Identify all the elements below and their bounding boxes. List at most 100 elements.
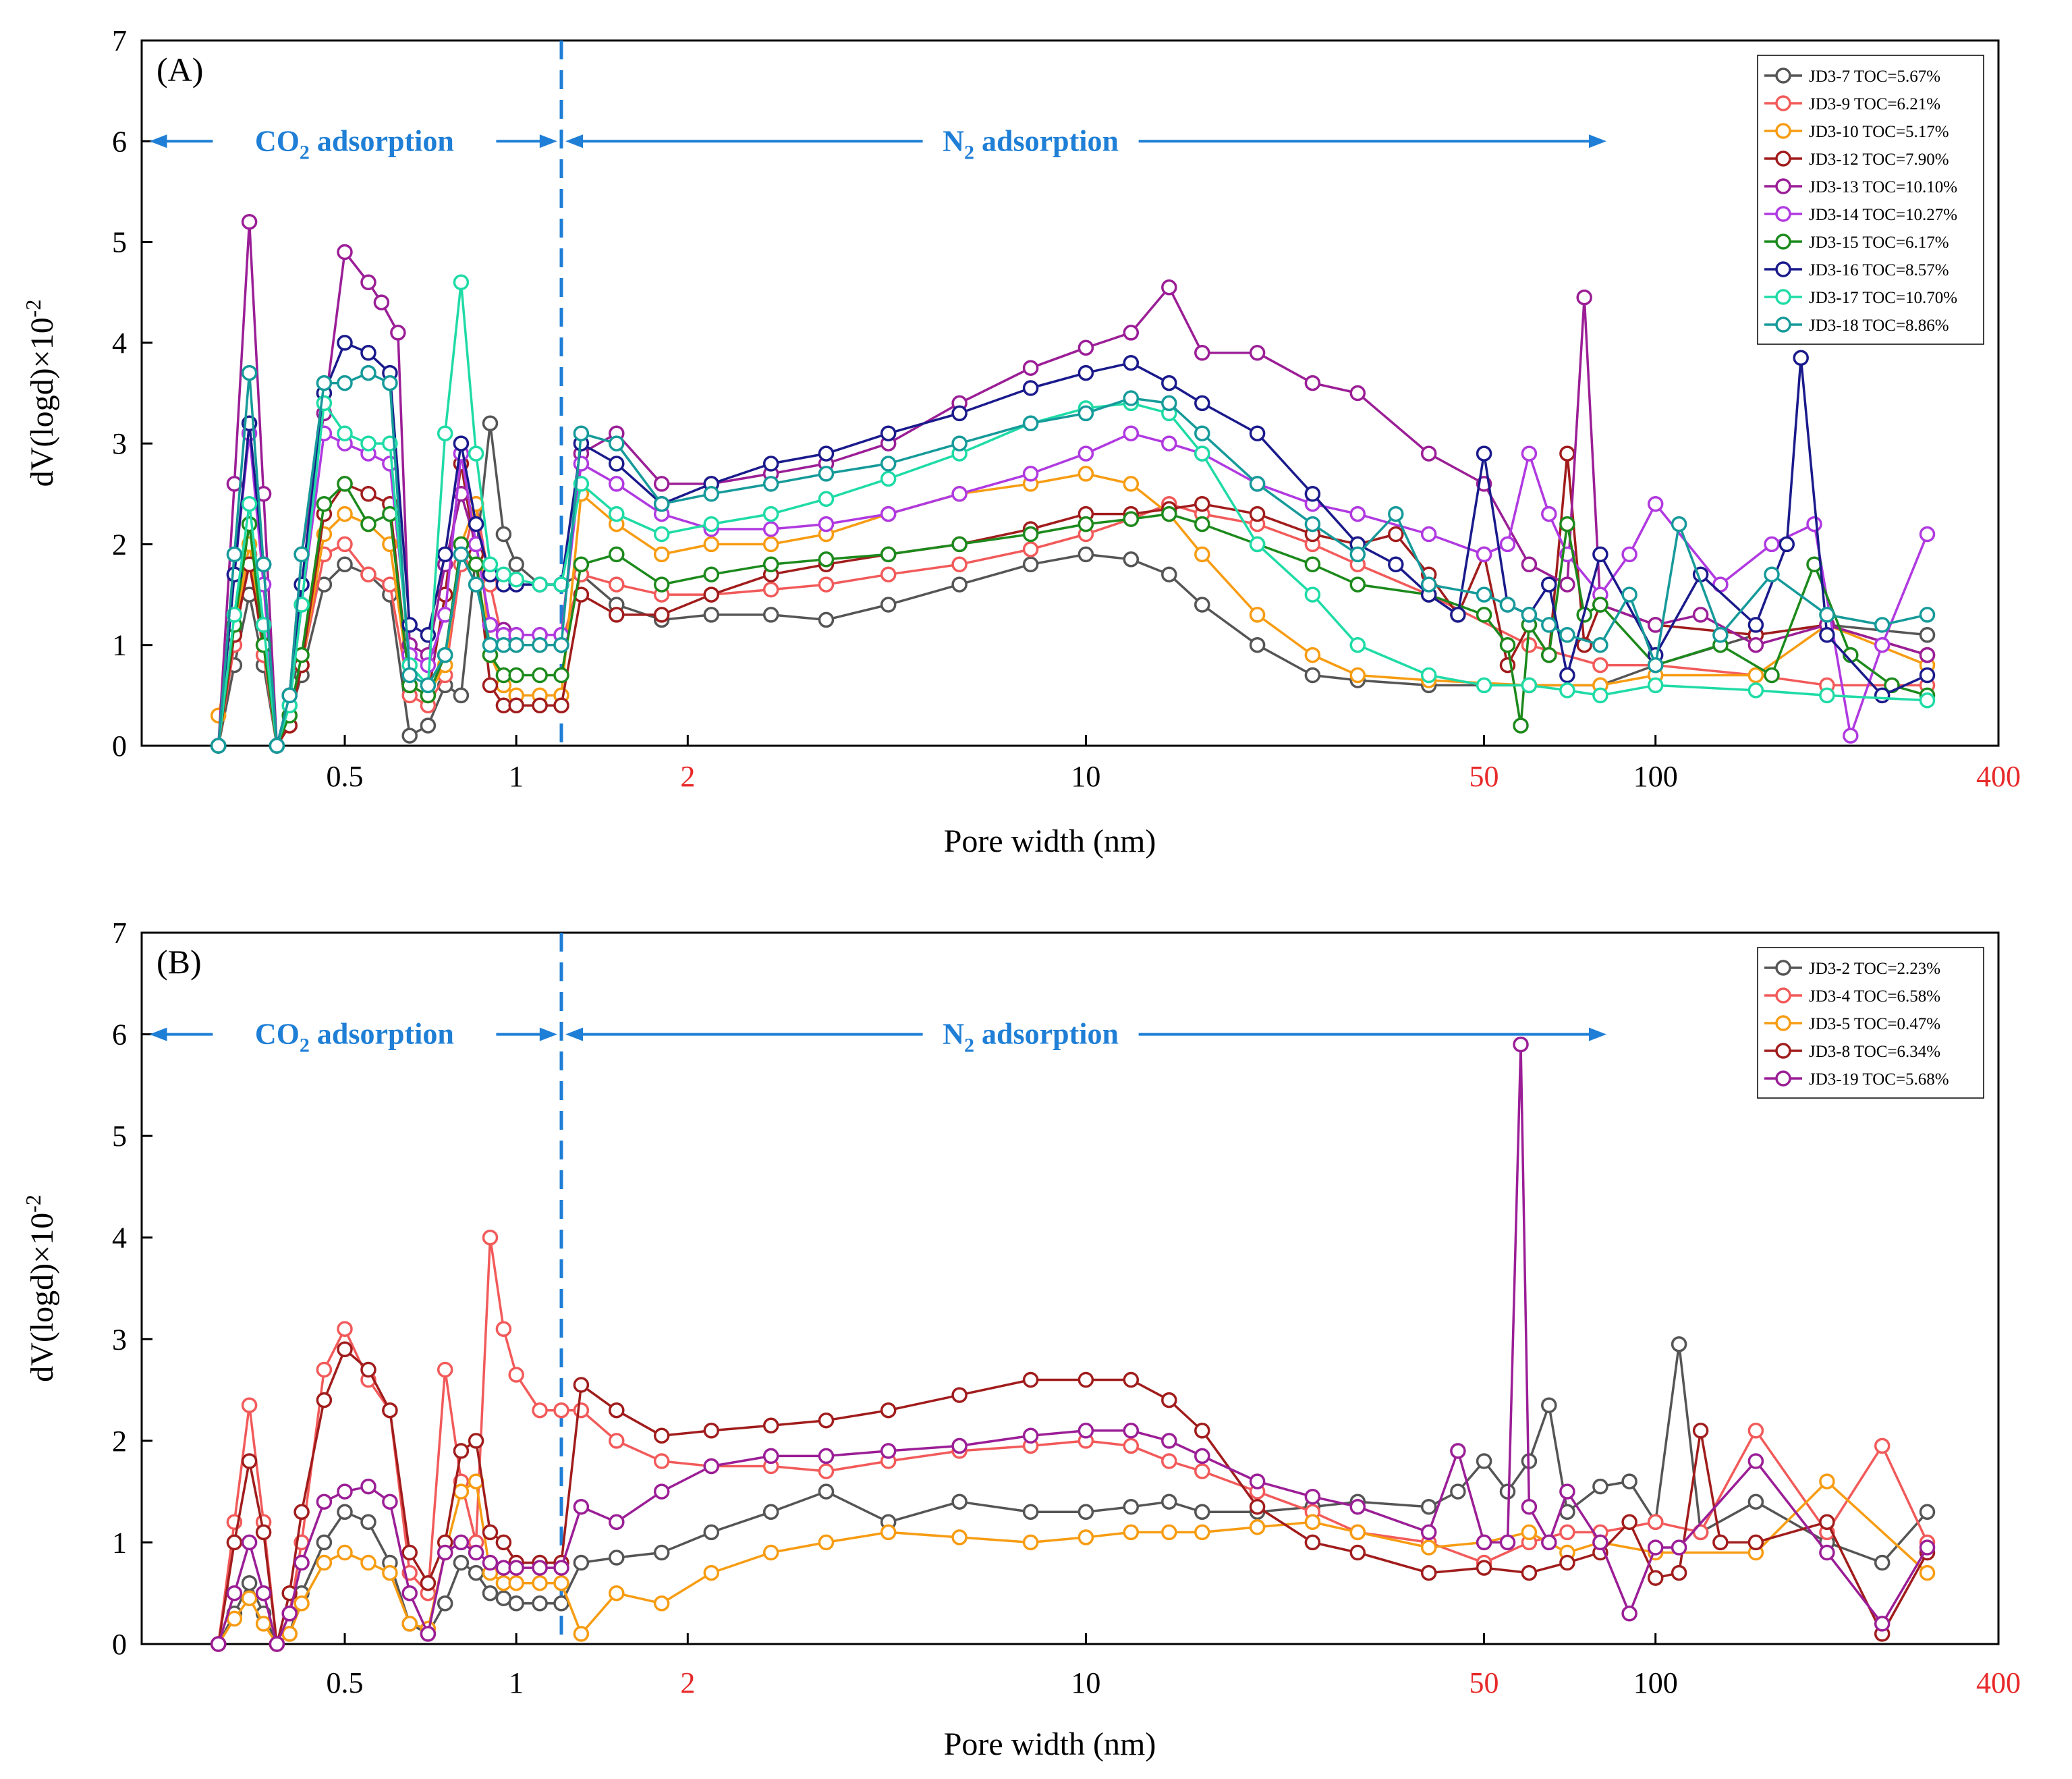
data-point <box>1764 566 1780 582</box>
data-point <box>508 667 524 684</box>
data-point <box>241 516 258 532</box>
data-point <box>482 556 499 573</box>
data-point <box>293 1504 310 1521</box>
region-arrow-head-right <box>1588 134 1606 148</box>
data-point <box>241 1575 258 1591</box>
data-point <box>1592 1534 1608 1551</box>
data-point <box>1764 536 1780 553</box>
data-point <box>1692 1423 1709 1439</box>
legend-label: JD3-7 TOC=5.67% <box>1809 67 1940 86</box>
data-point <box>495 636 512 653</box>
data-point <box>1521 1564 1538 1581</box>
data-point <box>1161 505 1177 522</box>
data-point <box>453 1483 470 1500</box>
data-point <box>1874 617 1891 633</box>
data-point <box>241 495 258 512</box>
legend-swatch-marker <box>1775 123 1791 139</box>
legend: JD3-2 TOC=2.23% JD3-4 TOC=6.58% JD3-5 TOC=… <box>1757 947 1984 1099</box>
data-point <box>226 546 243 563</box>
data-point <box>1499 536 1516 553</box>
data-point <box>553 1575 569 1591</box>
legend-label: JD3-4 TOC=6.58% <box>1809 987 1940 1006</box>
data-point <box>1559 516 1575 532</box>
data-point <box>818 611 835 628</box>
y-tick-label: 0 <box>112 730 127 763</box>
data-point <box>495 667 512 684</box>
data-point <box>360 1478 376 1495</box>
data-point <box>1161 1524 1177 1541</box>
data-point <box>553 636 569 653</box>
data-point <box>453 435 470 451</box>
x-tick-label: 1 <box>509 760 524 793</box>
data-point <box>1420 576 1437 593</box>
data-point <box>482 1229 499 1246</box>
data-point <box>316 1392 333 1408</box>
x-tick-label: 1 <box>509 1666 524 1699</box>
data-point <box>609 435 625 451</box>
data-point <box>1764 667 1780 684</box>
legend-label: JD3-14 TOC=10.27% <box>1809 206 1957 224</box>
data-point <box>1249 1498 1266 1515</box>
data-point <box>1919 607 1936 623</box>
data-point <box>255 1585 272 1602</box>
data-point <box>453 1443 470 1459</box>
x-tick-label: 100 <box>1633 1666 1678 1699</box>
data-point <box>437 1544 453 1561</box>
data-point <box>1123 1498 1140 1515</box>
data-point <box>532 1560 548 1576</box>
data-point <box>762 476 779 492</box>
data-point <box>1194 1504 1210 1521</box>
data-point <box>420 1626 437 1642</box>
data-point <box>373 294 390 310</box>
region-arrow-head-right <box>1588 1027 1606 1041</box>
data-point <box>1194 345 1210 361</box>
data-point <box>1194 445 1210 462</box>
data-point <box>1919 627 1936 643</box>
data-point <box>420 717 437 734</box>
data-point <box>1304 1488 1321 1505</box>
data-point <box>1022 415 1039 432</box>
data-point <box>880 1443 897 1459</box>
legend-item: JD3-12 TOC=7.90% <box>1764 150 1949 169</box>
data-point <box>508 697 524 714</box>
data-point <box>1621 1606 1637 1622</box>
legend-label: JD3-16 TOC=8.57% <box>1809 261 1949 279</box>
legend-item: JD3-8 TOC=6.34% <box>1764 1043 1940 1061</box>
data-point <box>1420 445 1437 462</box>
data-point <box>1559 627 1575 643</box>
data-point <box>401 1585 418 1602</box>
data-point <box>337 536 353 553</box>
data-point <box>1077 1504 1094 1521</box>
data-point <box>818 1534 835 1551</box>
legend-item: JD3-18 TOC=8.86% <box>1764 317 1949 335</box>
data-point <box>316 395 333 412</box>
data-point <box>1521 1498 1538 1515</box>
data-point <box>1304 516 1321 532</box>
data-point <box>1388 556 1404 573</box>
legend-label: JD3-5 TOC=0.47% <box>1809 1015 1940 1033</box>
data-point <box>1077 339 1094 356</box>
data-point <box>1819 607 1835 623</box>
data-point <box>703 1458 720 1475</box>
data-point <box>573 1402 590 1419</box>
data-point <box>316 1494 333 1510</box>
legend-item: JD3-14 TOC=10.27% <box>1764 206 1957 224</box>
data-point <box>1621 1514 1637 1531</box>
legend-label: JD3-9 TOC=6.21% <box>1809 95 1940 113</box>
data-point <box>508 636 524 653</box>
data-point <box>337 425 353 441</box>
data-point <box>818 466 835 482</box>
data-point <box>880 505 897 522</box>
data-point <box>818 516 835 532</box>
data-point <box>609 1550 625 1566</box>
data-point <box>453 687 470 704</box>
data-point <box>1647 1570 1664 1586</box>
x-tick-label: 0.5 <box>327 1666 364 1699</box>
data-point <box>653 1544 670 1561</box>
data-point <box>1521 636 1538 653</box>
data-point <box>401 728 418 744</box>
data-point <box>1161 395 1177 412</box>
data-point <box>337 1321 353 1337</box>
data-point <box>951 405 968 422</box>
data-point <box>609 1514 625 1531</box>
